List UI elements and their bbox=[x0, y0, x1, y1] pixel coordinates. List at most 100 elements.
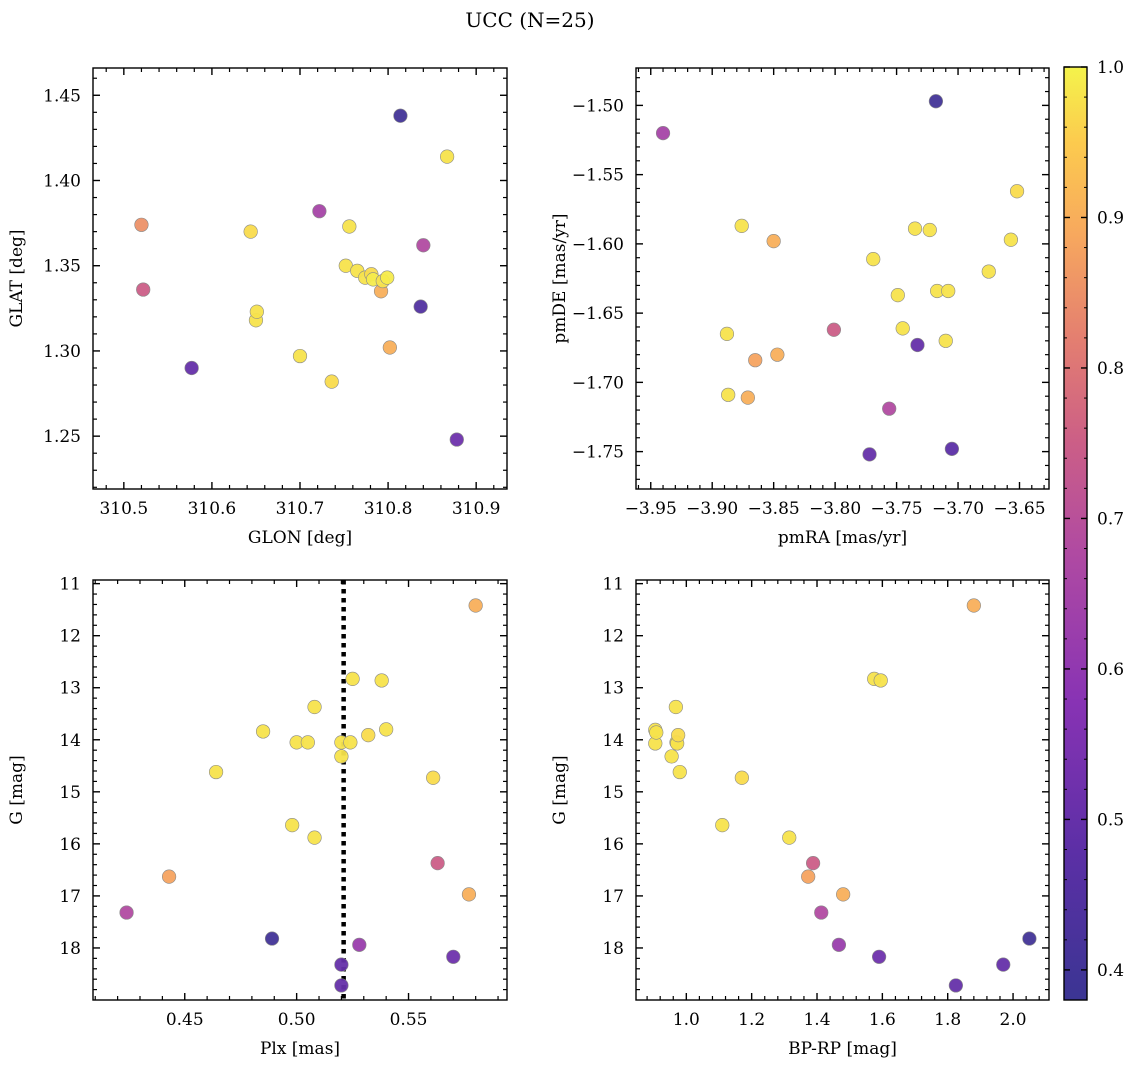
data-point bbox=[907, 221, 923, 236]
y-tick-label: 1.30 bbox=[43, 342, 81, 362]
data-point bbox=[243, 224, 258, 239]
data-point bbox=[831, 937, 847, 952]
data-point bbox=[944, 441, 959, 456]
y-tick-label: 17 bbox=[602, 887, 624, 907]
figure-title: UCC (N=25) bbox=[465, 8, 594, 32]
data-point bbox=[770, 347, 785, 362]
data-point bbox=[374, 673, 389, 688]
data-point bbox=[649, 725, 664, 740]
data-point bbox=[307, 699, 322, 715]
data-point bbox=[664, 749, 679, 764]
y-tick-label: 12 bbox=[602, 627, 624, 647]
x-tick-label: 1.0 bbox=[673, 1010, 700, 1030]
x-tick-label: 310.9 bbox=[452, 499, 501, 519]
y-tick-label: 13 bbox=[602, 679, 624, 699]
data-point bbox=[446, 949, 461, 964]
data-point bbox=[922, 222, 937, 238]
x-axis-label: pmRA [mas/yr] bbox=[778, 528, 907, 548]
data-point bbox=[343, 735, 358, 750]
x-tick-label: 310.8 bbox=[364, 499, 413, 519]
data-point bbox=[208, 764, 224, 780]
data-point bbox=[324, 374, 339, 389]
y-tick-label: 18 bbox=[59, 939, 81, 959]
y-tick-label: 16 bbox=[59, 835, 81, 855]
x-tick-label: −3.90 bbox=[686, 499, 738, 519]
x-tick-label: 1.4 bbox=[803, 1010, 830, 1030]
data-point bbox=[413, 299, 428, 314]
y-tick-label: −1.70 bbox=[572, 373, 624, 393]
y-tick-label: 12 bbox=[59, 627, 81, 647]
scatter-panel-1: 310.5 310.6 310.7 310.8 310.9 1.25 1.30 1.35 1.4… bbox=[7, 67, 508, 548]
x-axis-label: BP-RP [mag] bbox=[788, 1039, 897, 1059]
data-point bbox=[307, 830, 322, 845]
x-tick-label: 310.7 bbox=[276, 499, 325, 519]
colorbar-tick-label: 1.0 bbox=[1097, 58, 1124, 78]
data-point bbox=[255, 724, 271, 739]
data-point bbox=[805, 856, 821, 871]
y-axis-label: G [mag] bbox=[550, 755, 570, 824]
data-point bbox=[1003, 232, 1018, 247]
data-point bbox=[461, 887, 477, 902]
data-point bbox=[264, 931, 280, 946]
scatter-panel-2: −3.95 −3.90 −3.85 −3.80 −3.75 −3.70 −3.65 −1.75… bbox=[550, 67, 1050, 548]
data-point bbox=[361, 727, 376, 743]
data-point bbox=[136, 282, 151, 297]
x-tick-label: −3.85 bbox=[748, 499, 800, 519]
data-point bbox=[862, 447, 877, 462]
y-tick-label: 14 bbox=[59, 731, 81, 751]
x-tick-label: −3.65 bbox=[993, 499, 1045, 519]
y-tick-label: −1.65 bbox=[572, 304, 624, 324]
data-point bbox=[292, 348, 308, 364]
y-tick-label: 15 bbox=[59, 783, 81, 803]
x-tick-label: 0.55 bbox=[390, 1010, 428, 1030]
data-point bbox=[285, 818, 300, 833]
y-tick-label: 11 bbox=[602, 575, 624, 595]
data-point bbox=[380, 270, 395, 285]
x-tick-label: −3.80 bbox=[809, 499, 861, 519]
data-point bbox=[981, 264, 996, 279]
data-point bbox=[782, 830, 797, 845]
data-point bbox=[715, 818, 730, 833]
data-point bbox=[941, 283, 956, 299]
data-point bbox=[928, 94, 944, 109]
data-point bbox=[996, 957, 1011, 972]
x-tick-label: 0.50 bbox=[278, 1010, 316, 1030]
colorbar-tick-label: 0.4 bbox=[1097, 961, 1124, 981]
x-tick-label: 1.2 bbox=[738, 1010, 765, 1030]
data-point bbox=[430, 856, 445, 871]
data-point bbox=[866, 252, 881, 267]
y-tick-label: 1.40 bbox=[43, 171, 81, 191]
scatter-panel-4: 1.0 1.2 1.4 1.6 1.8 2.0 11 12 13 14 15 16 17 18 BP-RP … bbox=[550, 575, 1050, 1059]
plot-frame bbox=[635, 67, 1050, 490]
y-tick-label: 1.35 bbox=[43, 257, 81, 277]
colorbar: 0.4 0.5 0.6 0.7 0.8 0.9 1.0 bbox=[1063, 58, 1124, 1001]
data-point bbox=[1009, 184, 1025, 199]
y-axis-label: pmDE [mas/yr] bbox=[550, 213, 570, 343]
data-point bbox=[393, 108, 408, 123]
y-tick-label: 17 bbox=[59, 887, 81, 907]
y-tick-label: 18 bbox=[602, 939, 624, 959]
y-tick-label: −1.60 bbox=[572, 235, 624, 255]
data-point bbox=[668, 699, 683, 715]
data-point bbox=[655, 125, 671, 141]
data-point bbox=[719, 326, 735, 341]
colorbar-tick-label: 0.7 bbox=[1097, 509, 1124, 529]
data-point bbox=[895, 321, 910, 336]
y-tick-label: 13 bbox=[59, 679, 81, 699]
data-point bbox=[449, 432, 464, 447]
colorbar-tick-label: 0.5 bbox=[1097, 810, 1124, 830]
y-tick-label: 15 bbox=[602, 783, 624, 803]
data-point bbox=[734, 770, 749, 785]
data-point bbox=[352, 937, 367, 952]
y-tick-label: 1.25 bbox=[43, 427, 81, 447]
data-point bbox=[871, 949, 887, 964]
y-tick-label: 1.45 bbox=[43, 86, 81, 106]
x-tick-label: 310.6 bbox=[188, 499, 237, 519]
data-point bbox=[672, 764, 687, 780]
data-point bbox=[312, 204, 327, 219]
data-point bbox=[161, 869, 177, 884]
data-point bbox=[134, 217, 149, 232]
x-tick-label: 310.5 bbox=[99, 499, 148, 519]
data-point bbox=[440, 149, 455, 164]
